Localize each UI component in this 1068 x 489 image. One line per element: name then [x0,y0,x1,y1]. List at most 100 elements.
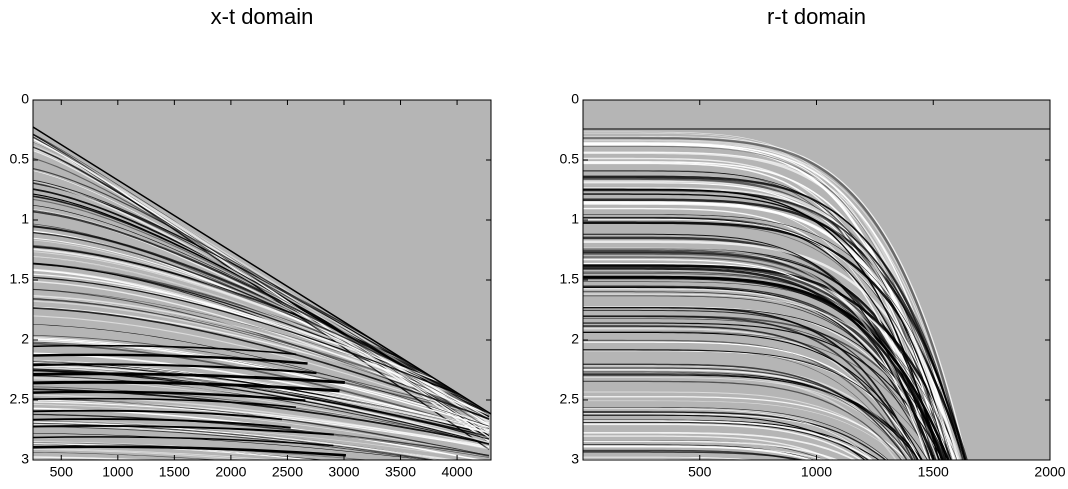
seismic-event [33,448,490,460]
seismic-event [583,423,889,460]
seismic-event [583,367,929,460]
seismic-event [583,309,944,460]
seismic-event [33,324,490,427]
seismic-event [33,288,490,420]
seismic-event [33,418,291,429]
seismic-event [583,322,954,460]
seismic-event [33,445,346,457]
seismic-event [583,339,924,460]
seismic-event [33,338,490,428]
seismic-event [583,193,964,460]
seismic-event [583,407,914,460]
x-tick-label: 4000 [441,464,472,480]
seismic-event [583,233,939,460]
seismic-event [33,263,490,408]
seismic-event [33,269,490,416]
seismic-event [33,432,490,460]
seismic-event [33,307,490,420]
seismic-event [33,449,490,460]
seismic-texture [583,131,975,460]
seismic-event [33,398,490,457]
y-tick-label: 0 [21,91,29,107]
seismic-event [33,273,490,403]
seismic-event [33,409,283,421]
seismic-event [583,207,939,460]
seismic-event [583,273,964,460]
y-tick-label: 0 [571,91,579,107]
seismic-event [583,445,859,460]
seismic-texture [33,133,490,460]
seismic-event [33,456,490,460]
seismic-event [583,371,924,460]
seismic-event [583,431,889,460]
seismic-event [33,223,490,420]
seismic-event [583,252,950,460]
seismic-event [33,297,490,418]
seismic-event [33,295,490,407]
x-tick-label: 1500 [918,464,949,480]
seismic-event [583,198,975,460]
seismic-event [583,249,964,460]
first-arrival [32,126,492,415]
seismic-event [33,276,490,408]
y-tick-label: 1.5 [10,271,30,287]
seismic-event [583,315,929,460]
seismic-event [33,425,490,460]
seismic-event [583,451,869,460]
chart-title: x-t domain [211,4,314,29]
seismic-event [33,362,490,431]
seismic-event [33,255,490,408]
seismic-event [33,436,334,447]
y-tick-label: 0.5 [10,151,30,167]
seismic-event [583,214,974,460]
seismic-event [583,328,924,460]
seismic-event [583,363,924,460]
seismic-event [583,281,969,460]
seismic-event [583,151,974,460]
seismic-event [583,136,975,460]
seismic-event [33,397,296,408]
y-tick-label: 1 [571,211,579,227]
seismic-event [583,349,944,460]
seismic-event [583,276,955,460]
seismic-event [33,353,308,365]
seismic-event [33,366,490,444]
seismic-event [33,413,490,457]
seismic-event [583,440,879,460]
seismic-event [583,459,844,460]
seismic-event [583,177,974,460]
x-tick-label: 1000 [801,464,832,480]
seismic-event [583,374,939,460]
seismic-event [33,372,345,384]
seismic-event [33,363,317,375]
seismic-event [583,377,929,460]
seismic-event [583,411,909,460]
y-tick-label: 2.5 [10,391,30,407]
seismic-event [583,456,844,460]
seismic-event [583,236,945,460]
seismic-event [33,244,490,404]
chart-title: r-t domain [767,4,866,29]
y-tick-label: 0.5 [560,151,580,167]
seismic-event [583,189,974,460]
seismic-event [33,419,490,460]
seismic-event [33,404,490,457]
image-area [583,100,1050,460]
y-tick-label: 2 [21,331,29,347]
seismic-event [583,295,949,460]
seismic-event [583,449,854,460]
seismic-event [33,421,490,460]
seismic-event [583,372,929,460]
seismic-event [583,450,859,460]
seismic-event [583,331,954,460]
y-tick-label: 3 [21,451,29,467]
seismic-event [583,267,945,460]
seismic-event [33,380,340,393]
seismic-event [33,225,490,409]
y-tick-label: 1 [21,211,29,227]
x-tick-label: 2000 [1034,464,1065,480]
y-tick-label: 3 [571,451,579,467]
panel: r-t domain 500 1000 1500 2000 0 0.5 1 1.5 2 2.5 3 [560,4,1066,480]
y-tick-label: 1.5 [560,271,580,287]
